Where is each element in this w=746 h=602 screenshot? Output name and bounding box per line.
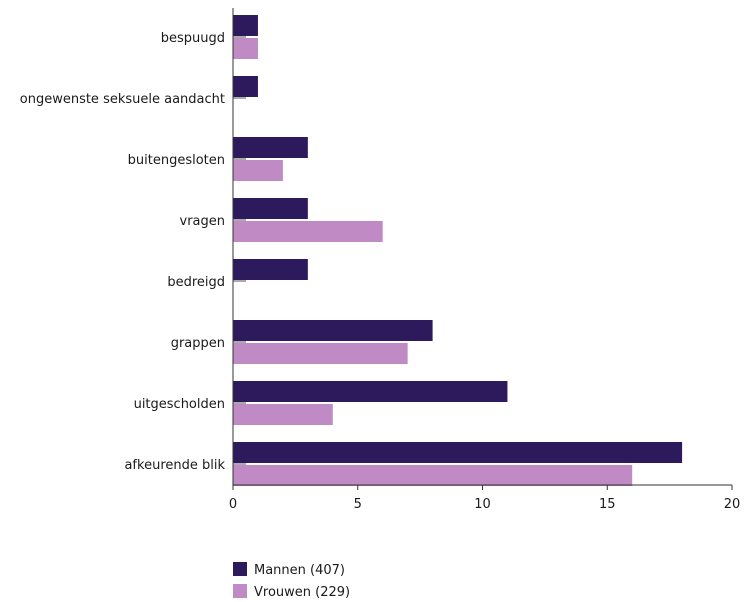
legend-label-mannen: Mannen (407) [254,563,345,578]
category-label: uitgescholden [134,397,225,412]
category-label: buitengesloten [128,153,225,168]
category-label: bespuugd [161,31,225,46]
category-label: ongewenste seksuele aandacht [20,92,225,107]
bar-vrouwen-0 [233,38,258,59]
bar-vrouwen-6 [233,404,333,425]
x-tick-label: 15 [599,497,616,512]
bar-mannen-4 [233,259,308,280]
bar-mannen-7 [233,442,683,463]
bar-vrouwen-2 [233,160,283,181]
bar-vrouwen-3 [233,221,383,242]
x-tick-label: 20 [724,497,741,512]
category-label: vragen [180,214,226,229]
bar-vrouwen-5 [233,343,408,364]
x-tick-label: 5 [354,497,362,512]
category-label: grappen [171,336,225,351]
category-label: afkeurende blik [124,458,225,473]
bars-group [233,15,683,486]
bar-mannen-6 [233,381,508,402]
bar-mannen-0 [233,15,258,36]
category-label: bedreigd [167,275,225,290]
legend: Mannen (407) Vrouwen (229) [233,562,350,600]
legend-swatch-vrouwen [233,584,247,598]
x-tick-label: 10 [474,497,491,512]
bar-mannen-5 [233,320,433,341]
x-tick-label: 0 [229,497,237,512]
bar-mannen-2 [233,137,308,158]
category-labels: bespuugd ongewenste seksuele aandacht buit… [20,31,226,473]
legend-swatch-mannen [233,562,247,576]
bar-mannen-1 [233,76,258,97]
x-axis: 0 5 10 15 20 [229,8,740,512]
bar-vrouwen-7 [233,465,633,486]
legend-label-vrouwen: Vrouwen (229) [254,585,350,600]
bar-mannen-3 [233,198,308,219]
